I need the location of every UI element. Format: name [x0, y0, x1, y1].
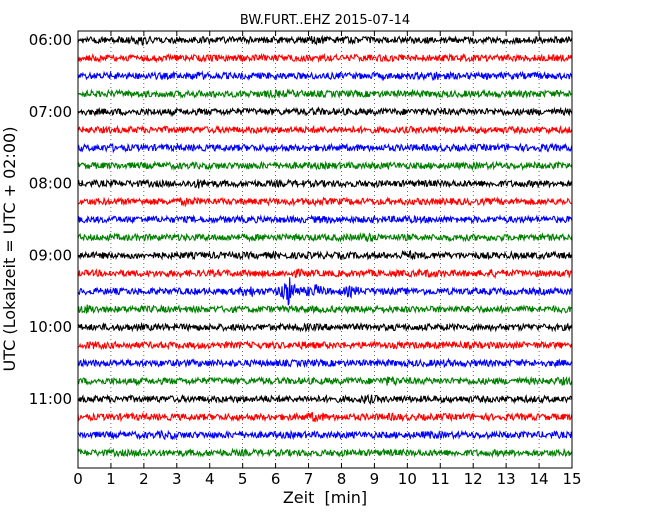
y-tick-label-1000: 10:00 — [29, 318, 72, 336]
x-tick-label-7: 7 — [304, 470, 314, 488]
trace-row-1100 — [77, 393, 573, 406]
x-tick-label-13: 13 — [497, 470, 516, 488]
trace-row-0745 — [77, 160, 573, 172]
trace-row-0700 — [77, 106, 573, 118]
chart-title: BW.FURT..EHZ 2015-07-14 — [240, 13, 410, 28]
x-tick-label-1: 1 — [106, 470, 116, 488]
x-tick-label-5: 5 — [238, 470, 248, 488]
x-axis-ticks: 0 1 2 3 4 5 6 7 8 9 10 11 12 13 14 15 — [73, 31, 582, 488]
y-tick-label-0700: 07:00 — [29, 103, 72, 121]
trace-row-1030 — [77, 357, 573, 369]
plot-frame — [77, 30, 573, 469]
trace-row-0930 — [77, 277, 573, 306]
trace-row-0630 — [77, 70, 573, 82]
y-axis-label: UTC (Lokalzeit = UTC + 02:00) — [0, 127, 19, 372]
trace-row-0830 — [77, 214, 573, 225]
x-tick-label-2: 2 — [139, 470, 149, 488]
x-tick-label-3: 3 — [172, 470, 182, 488]
trace-row-0900 — [77, 249, 573, 261]
x-tick-label-9: 9 — [370, 470, 380, 488]
x-tick-label-12: 12 — [464, 470, 483, 488]
trace-row-0715 — [77, 124, 573, 136]
trace-row-1045 — [77, 375, 573, 387]
trace-row-0845 — [77, 232, 573, 243]
x-tick-label-8: 8 — [337, 470, 347, 488]
x-tick-label-11: 11 — [431, 470, 450, 488]
trace-row-0600 — [77, 34, 573, 47]
trace-row-0645 — [77, 88, 573, 100]
trace-row-0815 — [77, 196, 573, 208]
trace-row-1015 — [77, 339, 573, 351]
x-tick-label-0: 0 — [73, 470, 83, 488]
x-tick-label-14: 14 — [530, 470, 549, 488]
y-tick-label-0800: 08:00 — [29, 175, 72, 193]
trace-row-0615 — [77, 52, 573, 64]
y-axis-ticks: 06:00 07:00 08:00 09:00 10:00 11:00 — [29, 31, 572, 408]
y-tick-label-0900: 09:00 — [29, 246, 72, 264]
trace-row-1000 — [77, 321, 573, 333]
trace-row-0730 — [77, 142, 573, 154]
trace-rows — [77, 34, 573, 459]
trace-row-0945 — [77, 304, 573, 315]
trace-row-1115 — [77, 411, 573, 423]
y-tick-label-0600: 06:00 — [29, 31, 72, 49]
x-tick-label-4: 4 — [205, 470, 215, 488]
x-axis-label: Zeit [min] — [283, 488, 367, 507]
trace-row-0800 — [77, 178, 573, 189]
y-tick-label-1100: 11:00 — [29, 390, 72, 408]
trace-row-0915 — [77, 268, 573, 280]
x-tick-label-6: 6 — [271, 470, 281, 488]
trace-row-1130 — [77, 429, 573, 441]
grid-lines — [110, 31, 540, 468]
x-tick-label-15: 15 — [562, 470, 581, 488]
x-tick-label-10: 10 — [398, 470, 417, 488]
trace-row-1145 — [77, 447, 573, 459]
